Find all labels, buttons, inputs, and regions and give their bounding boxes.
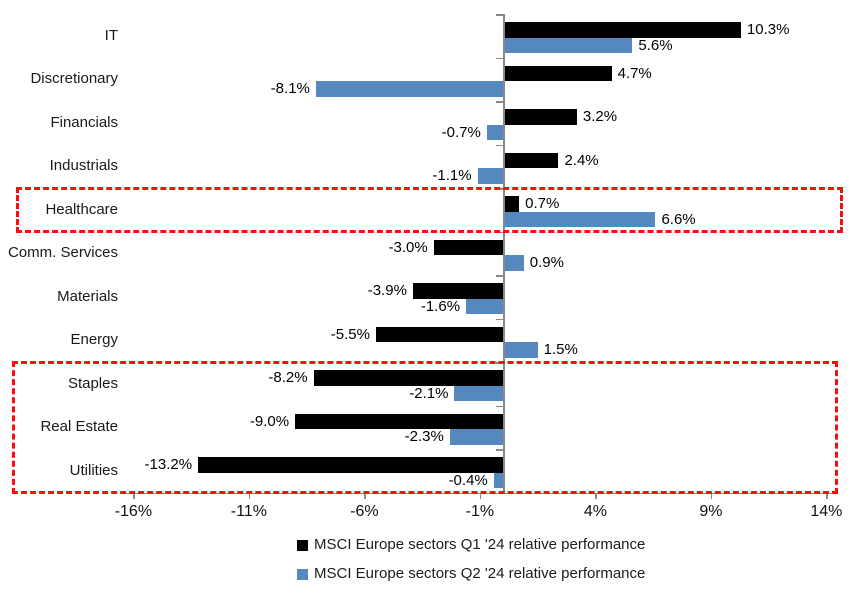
value-label-q1-8: -8.2%: [268, 369, 308, 386]
bar-q1-4: [503, 196, 520, 212]
legend-label-q2: MSCI Europe sectors Q2 '24 relative perf…: [314, 565, 646, 582]
legend-swatch-q2: [297, 568, 308, 580]
y-axis-category-tick: [496, 14, 503, 16]
x-axis-tick: [248, 492, 251, 499]
x-axis-tick-label: -11%: [230, 502, 267, 520]
x-axis-tick-label: 4%: [583, 502, 607, 520]
highlight-box-healthcare: [16, 186, 843, 233]
bar-q1-2: [503, 109, 577, 125]
legend-label-q1: MSCI Europe sectors Q1 '24 relative perf…: [314, 536, 646, 553]
value-label-q2-6: -1.6%: [420, 297, 461, 315]
bar-q2-7: [503, 342, 538, 358]
y-axis-category-tick: [496, 449, 503, 451]
x-axis-tick-label: -6%: [350, 502, 379, 520]
value-label-q1-10: -13.2%: [144, 456, 193, 473]
y-axis-line: [503, 14, 505, 493]
x-axis-tick: [133, 492, 135, 499]
bar-q1-10: [198, 457, 503, 473]
bar-q1-5: [433, 239, 503, 255]
value-label-q1-9: -9.0%: [249, 412, 290, 430]
category-label-financials: Financials: [50, 113, 118, 131]
bar-q1-7: [375, 326, 503, 342]
value-label-q2-7: 1.5%: [543, 341, 578, 358]
category-label-it: IT: [104, 26, 118, 44]
value-label-q1-5: -3.0%: [388, 238, 428, 256]
bar-q2-0: [503, 37, 633, 53]
bar-q2-6: [466, 298, 503, 314]
y-axis-category-tick: [496, 318, 503, 320]
category-label-discretionary: Discretionary: [30, 70, 118, 88]
bar-q2-8: [454, 385, 503, 401]
bar-q1-0: [503, 22, 741, 38]
bar-q1-1: [503, 65, 612, 81]
value-label-q1-1: 4.7%: [617, 64, 652, 82]
x-axis-tick-label: 9%: [699, 502, 723, 520]
category-label-staples: Staples: [67, 374, 118, 392]
y-axis-category-tick: [496, 144, 503, 146]
value-label-q1-3: 2.4%: [564, 151, 599, 169]
value-label-q2-5: 0.9%: [529, 254, 564, 271]
highlight-box-staples-realestate-utilities: [12, 360, 838, 494]
legend-item-q2: MSCI Europe sectors Q2 '24 relative perf…: [297, 565, 645, 583]
value-label-q2-4: 6.6%: [661, 210, 696, 228]
value-label-q2-0: 5.6%: [638, 36, 673, 54]
value-label-q2-2: -0.7%: [441, 123, 481, 141]
bar-q2-9: [449, 429, 503, 445]
value-label-q1-2: 3.2%: [582, 108, 618, 125]
x-axis-tick-label: -1%: [465, 502, 495, 520]
value-label-q2-9: -2.3%: [404, 428, 444, 445]
bar-q1-3: [503, 152, 559, 168]
value-label-q1-4: 0.7%: [525, 195, 560, 212]
legend-swatch-q1: [297, 539, 308, 551]
bar-q2-1: [315, 81, 503, 97]
bar-q2-3: [477, 168, 503, 184]
bar-q2-4: [503, 211, 656, 227]
category-label-real-estate: Real Estate: [40, 418, 118, 436]
value-label-q2-3: -1.1%: [432, 167, 472, 184]
x-axis-tick: [710, 492, 713, 499]
legend-item-q1: MSCI Europe sectors Q1 '24 relative perf…: [297, 536, 645, 554]
bar-q2-10: [493, 472, 503, 488]
x-axis-tick: [595, 492, 597, 499]
category-label-industrials: Industrials: [49, 157, 118, 175]
value-label-q1-6: -3.9%: [367, 282, 407, 299]
x-axis-tick: [479, 492, 482, 499]
x-axis-tick: [826, 492, 828, 499]
value-label-q2-10: -0.4%: [448, 471, 488, 489]
bar-q1-6: [412, 283, 503, 299]
bar-q2-5: [503, 255, 524, 271]
category-label-energy: Energy: [70, 331, 118, 349]
y-axis-category-tick: [496, 101, 503, 103]
y-axis-category-tick: [496, 57, 503, 59]
x-axis-tick-label: 14%: [810, 502, 843, 520]
bar-q2-2: [486, 124, 503, 140]
x-axis-tick-label: -16%: [114, 502, 153, 520]
value-label-q2-8: -2.1%: [409, 384, 449, 402]
bar-q1-8: [313, 370, 503, 386]
category-label-comm-services: Comm. Services: [7, 244, 118, 262]
value-label-q1-7: -5.5%: [330, 325, 370, 343]
category-label-utilities: Utilities: [69, 461, 118, 479]
category-label-healthcare: Healthcare: [45, 200, 118, 218]
bar-q1-9: [295, 413, 503, 429]
value-label-q2-1: -8.1%: [270, 80, 310, 97]
value-label-q1-0: 10.3%: [746, 21, 790, 38]
y-axis-category-tick: [496, 405, 503, 407]
x-axis-tick: [364, 492, 366, 499]
y-axis-category-tick: [496, 275, 503, 277]
category-label-materials: Materials: [57, 287, 118, 305]
